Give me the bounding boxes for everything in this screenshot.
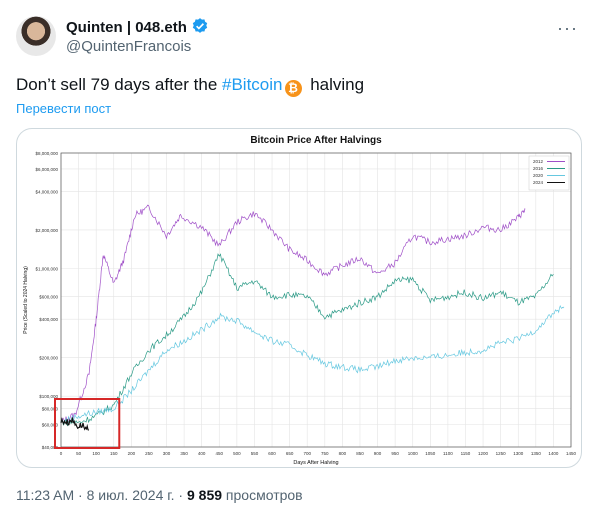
x-tick-label: 800 xyxy=(339,451,347,456)
hashtag-link[interactable]: #Bitcoin xyxy=(222,75,283,94)
y-tick-label: $2,000,000 xyxy=(35,228,58,233)
highlight-box xyxy=(54,398,121,450)
author-name-text[interactable]: Quinten | 048.eth xyxy=(66,19,187,36)
x-tick-label: 200 xyxy=(128,451,136,456)
x-tick-label: 400 xyxy=(198,451,206,456)
series-line-2020 xyxy=(60,304,565,424)
y-tick-label: $60,000 xyxy=(42,423,59,428)
x-tick-label: 750 xyxy=(321,451,329,456)
translate-link[interactable]: Перевести пост xyxy=(16,101,112,116)
view-label: просмотров xyxy=(222,487,303,503)
chart-title: Bitcoin Price After Halvings xyxy=(250,135,382,146)
x-tick-label: 1100 xyxy=(443,451,453,456)
y-tick-label: $600,000 xyxy=(39,295,58,300)
y-tick-label: $8,000,000 xyxy=(35,151,58,156)
x-tick-label: 250 xyxy=(145,451,153,456)
x-tick-label: 700 xyxy=(303,451,311,456)
legend-label: 2020 xyxy=(533,173,544,178)
x-tick-label: 600 xyxy=(268,451,276,456)
y-tick-label: $4,000,000 xyxy=(35,189,58,194)
x-axis-label: Days After Halving xyxy=(293,460,338,466)
x-tick-label: 500 xyxy=(233,451,241,456)
x-tick-label: 1150 xyxy=(461,451,471,456)
legend-label: 2012 xyxy=(533,159,544,164)
tweet-meta: 11:23 AM · 8 июл. 2024 г. · 9 859 просмо… xyxy=(16,487,303,503)
x-tick-label: 50 xyxy=(76,451,82,456)
more-options-icon[interactable]: ··· xyxy=(557,18,578,38)
x-tick-label: 650 xyxy=(286,451,294,456)
bitcoin-emoji-icon: ₿ xyxy=(284,80,302,97)
x-tick-label: 450 xyxy=(216,451,224,456)
y-tick-label: $100,000 xyxy=(39,394,58,399)
tweet-media-chart[interactable]: Bitcoin Price After Halvings $8,000,000 $6… xyxy=(16,128,582,468)
author-name[interactable]: Quinten | 048.eth xyxy=(66,17,209,39)
x-tick-label: 1400 xyxy=(548,451,559,456)
chart-svg: Bitcoin Price After Halvings $8,000,000 $6… xyxy=(23,135,577,466)
x-tick-label: 1350 xyxy=(531,451,542,456)
y-tick-label: $400,000 xyxy=(39,317,58,322)
tweet-text-part: halving xyxy=(305,75,365,94)
tweet-date[interactable]: 8 июл. 2024 г. xyxy=(86,487,175,503)
x-tick-label: 1300 xyxy=(513,451,524,456)
x-tick-label: 550 xyxy=(251,451,259,456)
x-tick-label: 850 xyxy=(356,451,364,456)
x-tick-label: 1250 xyxy=(496,451,507,456)
y-tick-label: $6,000,000 xyxy=(35,167,58,172)
y-tick-label: $1,000,000 xyxy=(35,266,58,271)
verified-badge-icon xyxy=(191,17,209,39)
y-tick-label: $40,000 xyxy=(42,445,59,450)
tweet-text: Don’t sell 79 days after the #Bitcoin ₿ h… xyxy=(16,73,364,97)
y-tick-label: $200,000 xyxy=(39,356,58,361)
x-tick-label: 950 xyxy=(391,451,399,456)
series-line-2012 xyxy=(60,204,526,424)
x-tick-label: 300 xyxy=(163,451,171,456)
tweet-time[interactable]: 11:23 AM xyxy=(16,487,75,503)
series-line-2016 xyxy=(60,253,554,427)
avatar[interactable] xyxy=(16,16,56,56)
x-tick-label: 1000 xyxy=(408,451,419,456)
meta-separator: · xyxy=(174,487,187,503)
plot-frame xyxy=(60,152,572,448)
view-count: 9 859 xyxy=(187,487,223,503)
x-tick-label: 1200 xyxy=(478,451,489,456)
x-tick-label: 350 xyxy=(180,451,188,456)
legend-label: 2024 xyxy=(533,180,544,185)
y-axis-label: Price (Scaled to 2024 Halving) xyxy=(23,266,29,334)
x-tick-label: 150 xyxy=(110,451,118,456)
legend-label: 2016 xyxy=(533,166,544,171)
series-line-2024 xyxy=(60,417,90,431)
x-tick-label: 900 xyxy=(374,451,382,456)
x-tick-label: 100 xyxy=(92,451,100,456)
x-tick-label: 1050 xyxy=(425,451,436,456)
y-tick-label: $80,000 xyxy=(42,407,59,412)
x-tick-label: 0 xyxy=(60,451,63,456)
meta-separator: · xyxy=(74,487,87,503)
author-handle[interactable]: @QuintenFrancois xyxy=(66,38,192,55)
tweet-text-part: Don’t sell 79 days after the xyxy=(16,75,223,94)
x-tick-label: 1450 xyxy=(566,451,577,456)
